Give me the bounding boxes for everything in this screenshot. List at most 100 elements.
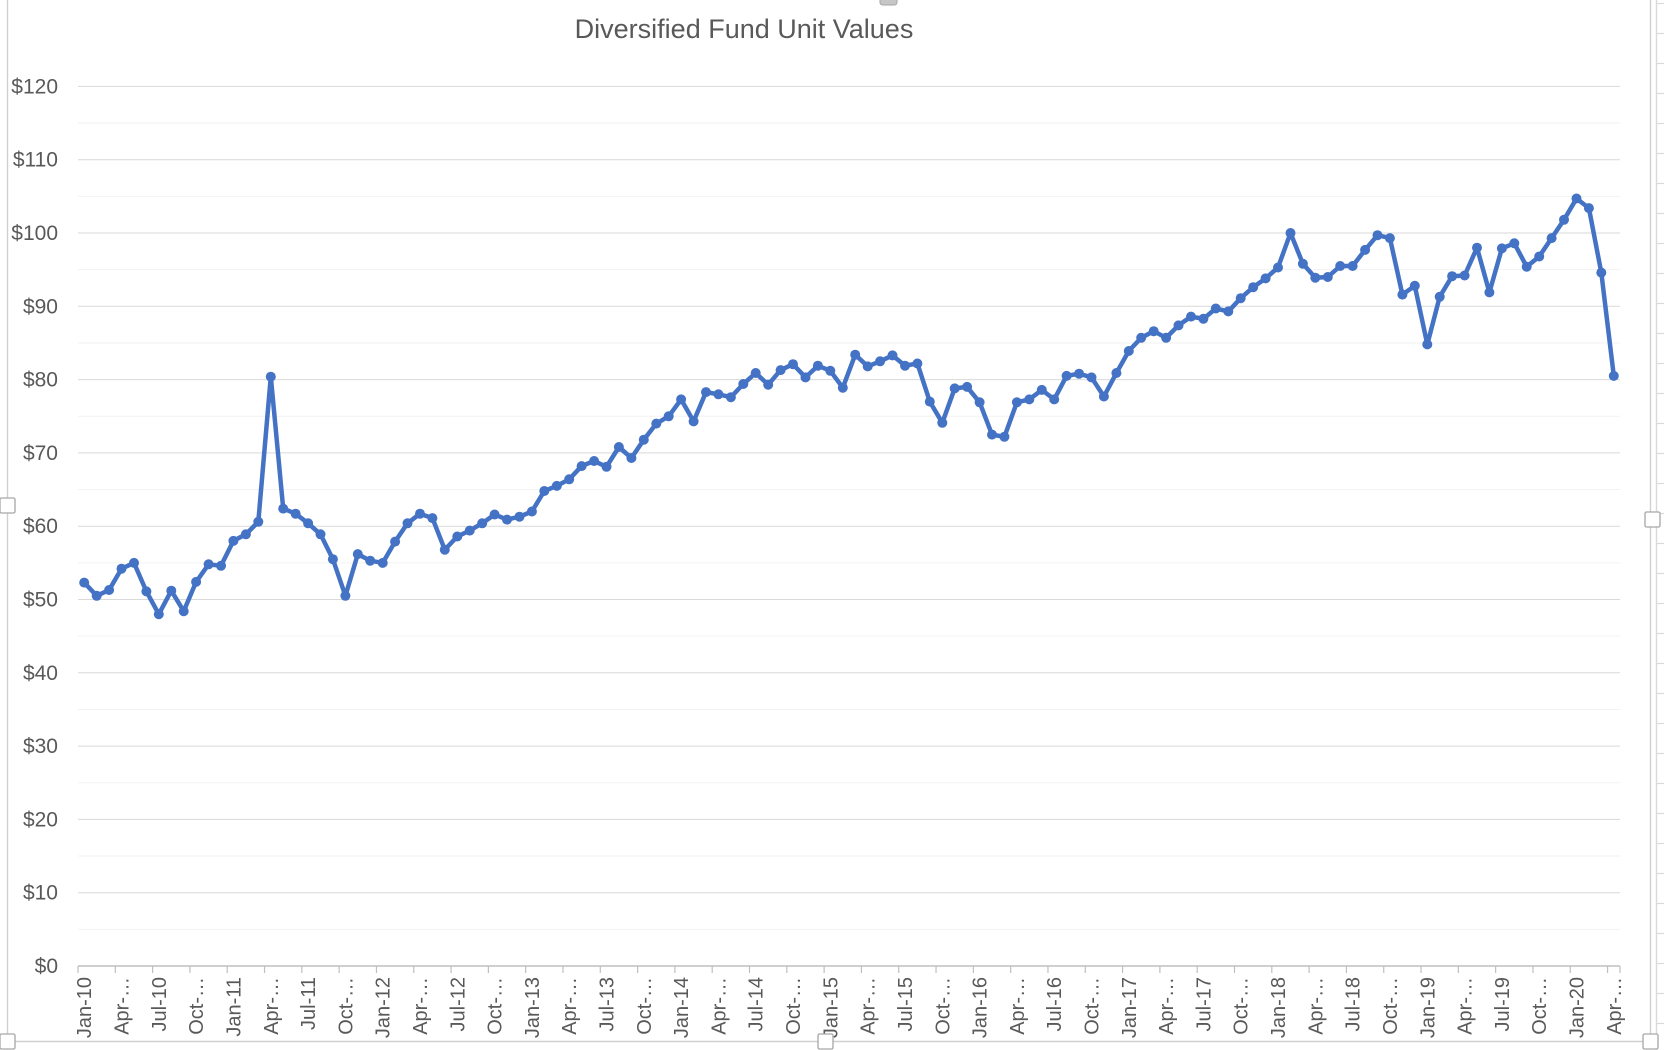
data-point[interactable] [1223, 306, 1234, 317]
data-point[interactable] [862, 361, 873, 372]
data-point[interactable] [713, 389, 724, 400]
data-point[interactable] [788, 359, 798, 370]
data-point[interactable] [1571, 193, 1582, 204]
data-point[interactable] [427, 513, 438, 524]
chart-title[interactable]: Diversified Fund Unit Values [574, 14, 914, 44]
data-point[interactable] [153, 609, 164, 620]
data-point[interactable] [763, 379, 774, 390]
data-point[interactable] [464, 525, 475, 536]
data-point[interactable] [390, 536, 401, 547]
data-point[interactable] [1136, 332, 1147, 343]
data-point[interactable] [129, 557, 139, 568]
data-point[interactable] [750, 368, 761, 378]
data-point[interactable] [439, 544, 450, 555]
data-point[interactable] [651, 418, 662, 429]
data-point[interactable] [551, 480, 562, 491]
data-point[interactable] [514, 511, 525, 522]
data-point[interactable] [203, 559, 214, 570]
chart-resize-handle-bottom[interactable] [817, 1033, 834, 1050]
data-point[interactable] [141, 586, 152, 597]
data-point[interactable] [1608, 370, 1619, 381]
data-point[interactable] [79, 577, 90, 588]
data-point[interactable] [1111, 368, 1122, 378]
data-point[interactable] [1186, 311, 1196, 322]
data-point[interactable] [812, 360, 823, 371]
data-point[interactable] [1148, 326, 1159, 337]
data-point[interactable] [502, 514, 512, 525]
data-point[interactable] [1161, 332, 1172, 343]
data-point[interactable] [1248, 282, 1259, 293]
data-point[interactable] [1521, 261, 1532, 272]
data-point[interactable] [613, 442, 624, 452]
data-point[interactable] [402, 518, 413, 529]
data-point[interactable] [1098, 391, 1109, 402]
data-point[interactable] [1447, 271, 1458, 282]
data-point[interactable] [1596, 267, 1607, 278]
data-point[interactable] [1036, 384, 1047, 395]
data-point[interactable] [1534, 251, 1545, 262]
data-point[interactable] [303, 518, 314, 529]
chart-resize-handle-right[interactable] [1644, 511, 1661, 528]
data-point[interactable] [526, 506, 537, 517]
data-point[interactable] [1409, 280, 1420, 291]
data-point[interactable] [900, 360, 910, 371]
data-point[interactable] [1074, 368, 1085, 379]
data-point[interactable] [701, 387, 711, 398]
data-point[interactable] [987, 429, 997, 440]
data-point[interactable] [1322, 272, 1333, 282]
data-point[interactable] [415, 508, 425, 519]
data-point[interactable] [974, 397, 985, 408]
data-point[interactable] [178, 606, 189, 617]
data-point[interactable] [240, 529, 251, 540]
data-point[interactable] [1496, 243, 1507, 254]
data-point[interactable] [1384, 233, 1395, 244]
data-point[interactable] [576, 461, 587, 472]
data-point[interactable] [166, 585, 177, 596]
data-point[interactable] [477, 518, 488, 529]
data-point[interactable] [949, 383, 960, 394]
data-point[interactable] [191, 576, 202, 587]
chart-resize-handle-bottom-right[interactable] [1642, 1033, 1659, 1050]
data-point[interactable] [1347, 261, 1358, 271]
data-point[interactable] [1297, 258, 1308, 269]
data-point[interactable] [327, 554, 338, 565]
data-point[interactable] [912, 358, 923, 369]
data-point[interactable] [1335, 261, 1346, 271]
data-point[interactable] [1049, 394, 1060, 405]
data-point[interactable] [278, 503, 289, 514]
data-point[interactable] [377, 557, 388, 568]
data-point-markers[interactable] [79, 193, 1619, 620]
data-point[interactable] [1210, 303, 1221, 314]
x-axis[interactable] [77, 965, 1621, 973]
data-point[interactable] [1235, 293, 1246, 304]
data-point[interactable] [91, 590, 102, 601]
data-point[interactable] [1546, 233, 1557, 244]
data-point[interactable] [962, 381, 973, 392]
data-point[interactable] [104, 585, 115, 595]
data-point[interactable] [1086, 372, 1097, 383]
data-point[interactable] [589, 456, 600, 466]
data-point[interactable] [1484, 287, 1495, 298]
data-point[interactable] [1260, 273, 1271, 284]
data-point[interactable] [775, 365, 786, 376]
data-point[interactable] [937, 417, 948, 428]
data-point[interactable] [1434, 291, 1445, 302]
data-point[interactable] [1273, 262, 1283, 273]
data-point[interactable] [564, 474, 575, 485]
data-point[interactable] [452, 531, 463, 542]
data-point[interactable] [539, 486, 550, 496]
data-point[interactable] [924, 396, 935, 407]
data-point[interactable] [1472, 242, 1482, 253]
chart-resize-handle-bottom-left[interactable] [0, 1033, 16, 1050]
data-point[interactable] [626, 453, 637, 463]
data-point[interactable] [1173, 320, 1184, 331]
data-point[interactable] [315, 529, 326, 540]
data-point[interactable] [265, 371, 276, 382]
data-point[interactable] [489, 509, 500, 520]
data-point[interactable] [1198, 313, 1209, 324]
data-point[interactable] [825, 365, 836, 376]
data-point[interactable] [837, 382, 848, 393]
data-point[interactable] [228, 535, 239, 546]
